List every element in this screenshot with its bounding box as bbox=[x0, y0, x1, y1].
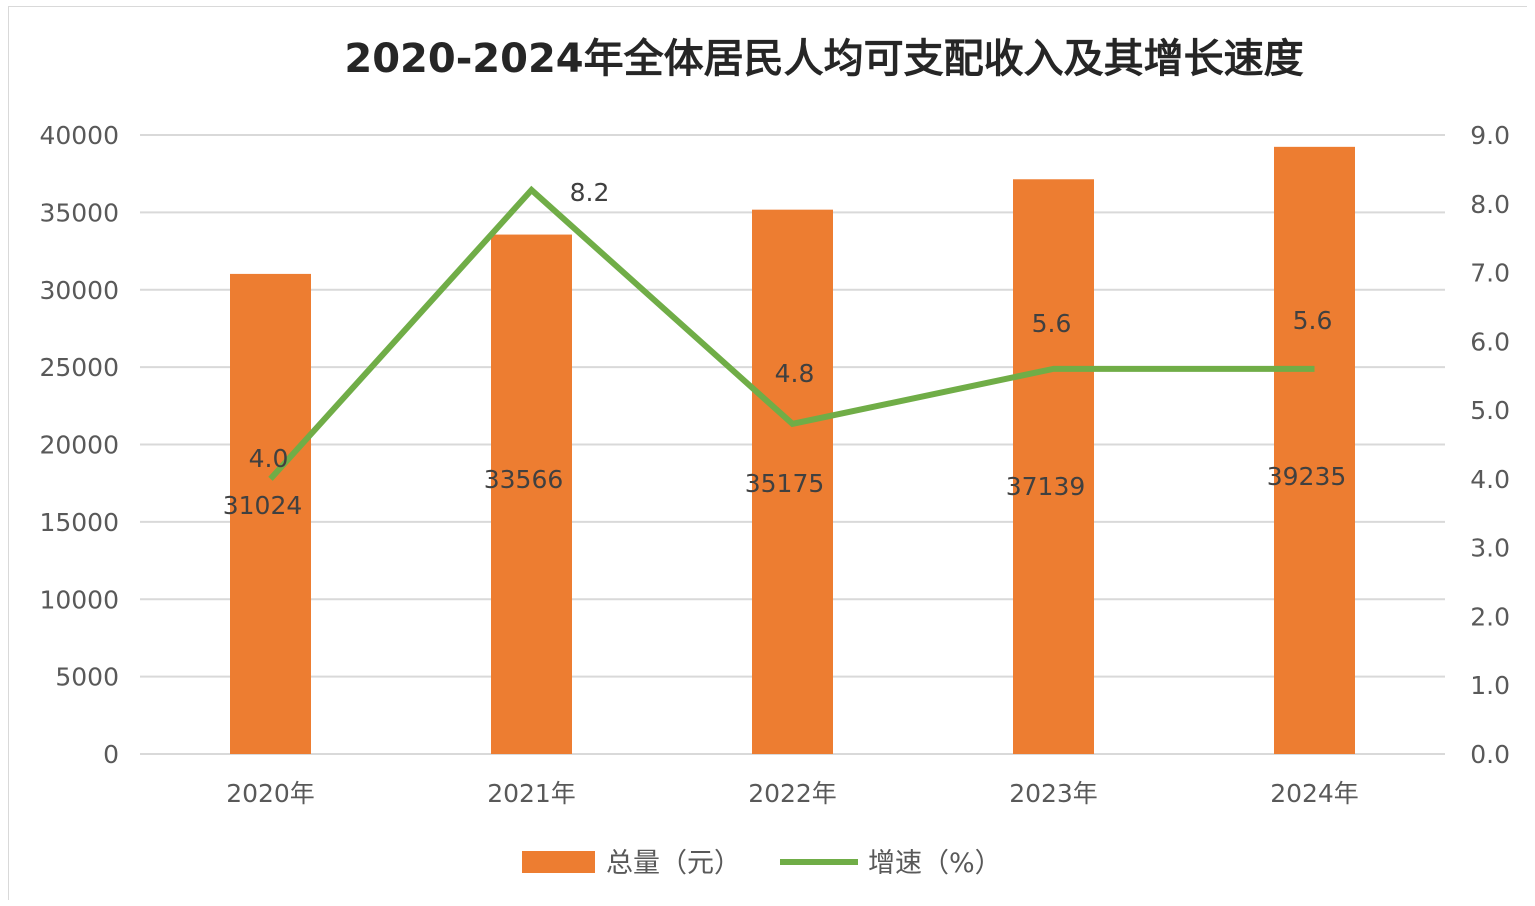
bar bbox=[230, 273, 311, 754]
chart-frame bbox=[8, 6, 1527, 900]
right-tick-label: 5.0 bbox=[1470, 396, 1510, 425]
legend-label-bar: 总量（元） bbox=[606, 848, 741, 879]
right-tick-label: 7.0 bbox=[1470, 259, 1510, 288]
left-tick-label: 25000 bbox=[39, 353, 119, 382]
left-tick-label: 35000 bbox=[39, 198, 119, 227]
left-tick-label: 0 bbox=[103, 740, 119, 769]
x-tick-label: 2023年 bbox=[1009, 779, 1098, 808]
left-tick-label: 15000 bbox=[39, 508, 119, 537]
legend-label-line: 增速（%） bbox=[868, 848, 1002, 879]
left-tick-label: 20000 bbox=[39, 431, 119, 460]
right-tick-label: 3.0 bbox=[1470, 534, 1510, 563]
bar-value-label: 39235 bbox=[1267, 462, 1347, 491]
line-value-label: 4.0 bbox=[249, 444, 289, 473]
left-tick-label: 30000 bbox=[39, 276, 119, 305]
right-tick-label: 2.0 bbox=[1470, 602, 1510, 631]
x-tick-label: 2024年 bbox=[1270, 779, 1359, 808]
data-labels: 31024 33566 35175 37139 39235 4.0 8.2 4.8 5.6 5.6 bbox=[223, 178, 1347, 520]
right-tick-label: 4.0 bbox=[1470, 465, 1510, 494]
right-tick-label: 8.0 bbox=[1470, 190, 1510, 219]
left-tick-label: 10000 bbox=[39, 585, 119, 614]
line-value-label: 5.6 bbox=[1293, 306, 1333, 335]
bar bbox=[752, 209, 833, 754]
bar bbox=[491, 234, 572, 754]
right-tick-label: 9.0 bbox=[1470, 121, 1510, 150]
right-tick-label: 0.0 bbox=[1470, 740, 1510, 769]
x-axis: 2020年 2021年 2022年 2023年 2024年 bbox=[226, 779, 1359, 808]
legend: 总量（元） 增速（%） bbox=[522, 848, 1002, 879]
line-value-label: 4.8 bbox=[775, 359, 815, 388]
bar-value-label: 33566 bbox=[484, 465, 564, 494]
chart-title: 2020-2024年全体居民人均可支配收入及其增长速度 bbox=[344, 36, 1303, 82]
bar-value-label: 31024 bbox=[223, 491, 303, 520]
x-tick-label: 2022年 bbox=[748, 779, 837, 808]
x-tick-label: 2020年 bbox=[226, 779, 315, 808]
left-tick-label: 5000 bbox=[55, 663, 119, 692]
right-tick-label: 6.0 bbox=[1470, 327, 1510, 356]
bar-series bbox=[230, 146, 1355, 754]
line-value-label: 8.2 bbox=[570, 178, 610, 207]
line-value-label: 5.6 bbox=[1032, 309, 1072, 338]
line-series bbox=[268, 185, 1315, 481]
bar-value-label: 37139 bbox=[1006, 472, 1086, 501]
left-axis: 0 5000 10000 15000 20000 25000 30000 35000 40000 bbox=[39, 121, 119, 769]
left-tick-label: 40000 bbox=[39, 121, 119, 150]
right-axis: 0.0 1.0 2.0 3.0 4.0 5.0 6.0 7.0 8.0 9.0 bbox=[1470, 121, 1510, 769]
right-tick-label: 1.0 bbox=[1470, 671, 1510, 700]
growth-line bbox=[268, 185, 1315, 481]
bar bbox=[1013, 179, 1094, 754]
legend-swatch-bar bbox=[522, 851, 595, 873]
bar bbox=[1274, 146, 1355, 754]
x-tick-label: 2021年 bbox=[487, 779, 576, 808]
bar-value-label: 35175 bbox=[745, 469, 825, 498]
